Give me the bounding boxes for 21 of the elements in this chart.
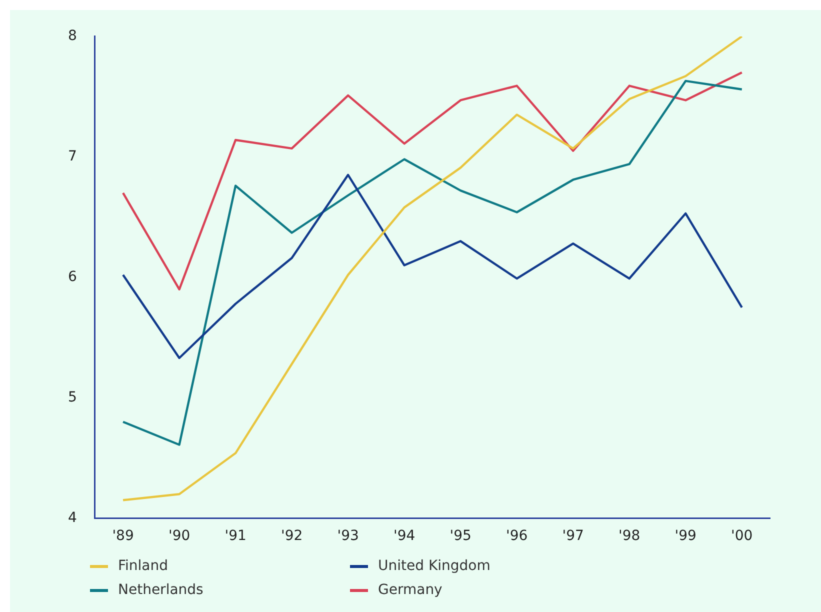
x-tick-label: '97 (562, 528, 584, 544)
x-tick-label: '98 (618, 528, 640, 544)
y-tick-label: 4 (68, 510, 77, 526)
x-tick-label: '00 (731, 528, 753, 544)
x-tick-label: '96 (506, 528, 528, 544)
x-tick-label: '99 (674, 528, 696, 544)
x-tick-label: '93 (337, 528, 359, 544)
x-tick-label: '89 (112, 528, 134, 544)
x-tick-label: '91 (224, 528, 246, 544)
y-tick-label: 6 (68, 268, 77, 285)
legend-label: Netherlands (118, 582, 204, 598)
x-tick-label: '94 (393, 528, 416, 544)
y-tick-label: 7 (68, 148, 77, 164)
legend-label: Germany (378, 582, 442, 598)
y-tick-label: 5 (68, 389, 77, 406)
x-tick-label: '92 (280, 528, 303, 544)
x-tick-label: '95 (450, 528, 472, 544)
x-tick-label: '90 (168, 528, 190, 544)
legend-label: Finland (118, 558, 168, 574)
legend-label: United Kingdom (378, 558, 490, 574)
y-tick-label: 8 (68, 28, 77, 44)
